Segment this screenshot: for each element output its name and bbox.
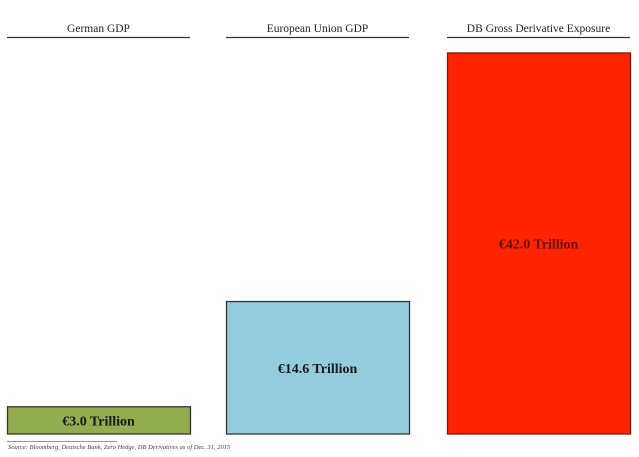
data-label: €14.6 Trillion (278, 362, 358, 377)
data-label: €42.0 Trillion (499, 238, 579, 253)
category-label: European Union GDP (267, 23, 369, 35)
bar (446, 52, 632, 435)
data-label: €3.0 Trillion (62, 414, 135, 429)
category-label: DB Gross Derivative Exposure (467, 23, 610, 35)
source-divider (7, 441, 117, 442)
source-note: Source: Bloomberg, Deutsche Bank, Zero H… (8, 444, 231, 451)
bar (6, 406, 192, 435)
bar (225, 300, 411, 435)
category-label: German GDP (67, 23, 130, 35)
